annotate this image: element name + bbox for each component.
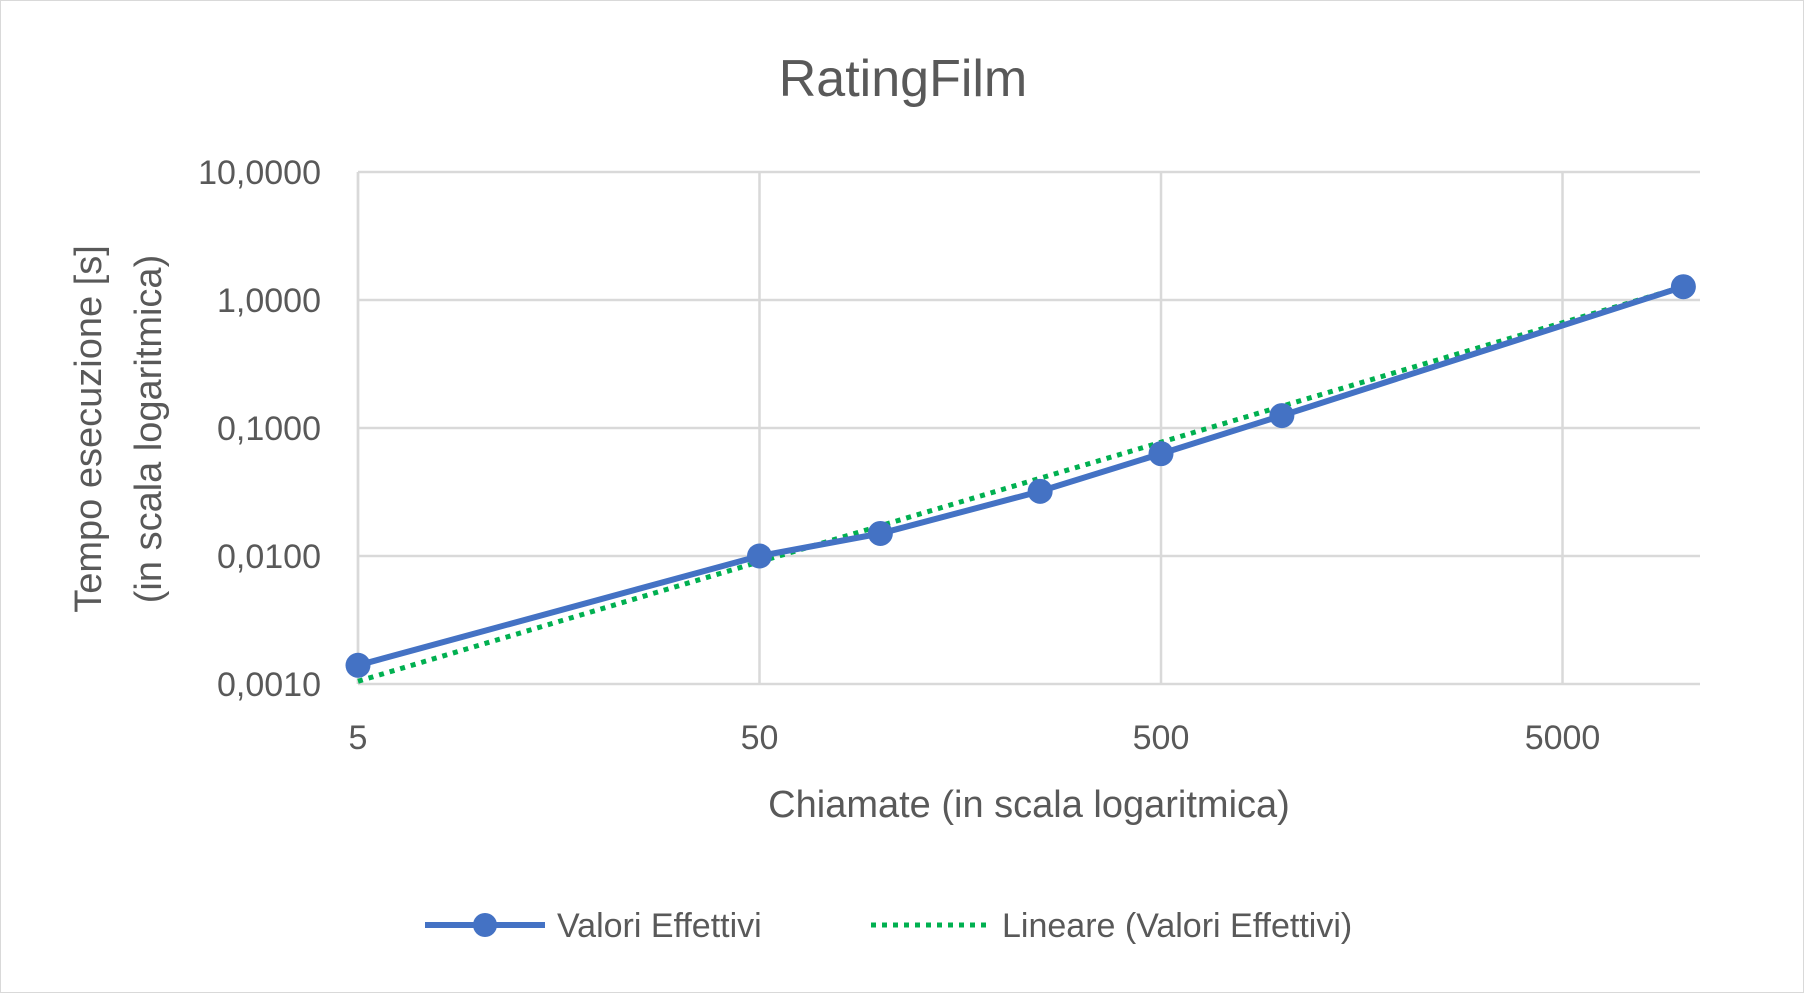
y-tick-label: 1,0000 xyxy=(217,282,321,320)
y-axis-title-line-1: Tempo esecuzione [s] xyxy=(68,245,110,613)
legend-marker-valori-effettivi xyxy=(473,913,497,937)
series-line-valori-effettivi xyxy=(357,283,1685,669)
x-axis-title: Chiamate (in scala logaritmica) xyxy=(768,784,1290,826)
data-point-marker xyxy=(867,520,893,546)
x-tick-label: 50 xyxy=(741,719,779,757)
chart-title: RatingFilm xyxy=(779,50,1028,108)
y-tick-label: 0,0010 xyxy=(217,666,321,704)
data-point-marker xyxy=(1148,441,1174,467)
legend-label-lineare: Lineare (Valori Effettivi) xyxy=(1002,907,1352,945)
x-tick-label: 5000 xyxy=(1525,719,1601,757)
legend-label-valori-effettivi: Valori Effettivi xyxy=(557,907,762,945)
y-tick-label: 10,0000 xyxy=(198,154,321,192)
data-point-marker xyxy=(1269,403,1295,429)
y-tick-labels: 0,0010 0,0100 0,1000 1,0000 10,0000 xyxy=(198,154,321,704)
x-tick-label: 5 xyxy=(349,719,368,757)
x-tick-labels: 5 50 500 5000 xyxy=(349,719,1601,757)
data-point-marker xyxy=(1027,478,1053,504)
data-point-marker xyxy=(345,652,371,678)
trendline-lineare xyxy=(357,284,1685,684)
legend: Valori Effettivi Lineare (Valori Effetti… xyxy=(425,907,1352,945)
gridlines xyxy=(356,170,1700,686)
y-tick-label: 0,1000 xyxy=(217,410,321,448)
data-point-marker xyxy=(1670,274,1696,300)
x-tick-label: 500 xyxy=(1133,719,1190,757)
series-layer xyxy=(345,274,1696,684)
data-point-marker xyxy=(747,543,773,569)
y-axis-title-line-2: (in scala logaritmica) xyxy=(128,255,170,603)
y-tick-label: 0,0100 xyxy=(217,538,321,576)
